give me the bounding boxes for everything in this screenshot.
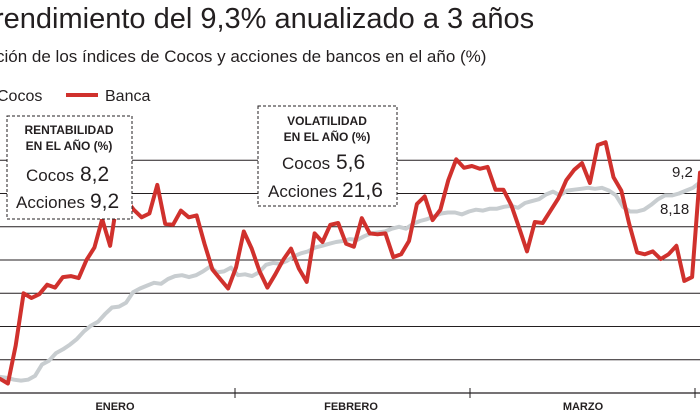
annotation-value-acciones: 21,6 <box>342 179 383 202</box>
annotation-label-cocos: Cocos <box>282 154 330 173</box>
annotation-box-rentabilidad: RENTABILIDAD EN EL AÑO (%) Cocos 8,2 Acc… <box>6 115 133 220</box>
x-axis-ticks <box>234 388 696 398</box>
chart-title: rendimiento del 9,3% anualizado a 3 años <box>0 3 535 35</box>
annotation-box-frame <box>6 115 133 220</box>
legend-label-banca: Banca <box>105 88 150 105</box>
annotation-title-line1: RENTABILIDAD <box>24 123 113 137</box>
legend: Cocos Banca <box>0 88 150 105</box>
chart-subtitle: ción de los índices de Cocos y acciones … <box>0 47 487 66</box>
x-tick-label-febrero: FEBRERO <box>324 401 378 413</box>
annotation-label-acciones: Acciones <box>268 182 337 201</box>
annotation-box-volatilidad: VOLATILIDAD EN EL AÑO (%) Cocos 5,6 Acci… <box>257 105 398 207</box>
annotation-value-cocos: 8,2 <box>80 163 109 186</box>
annotation-title-line2: EN EL AÑO (%) <box>284 129 371 144</box>
x-tick-label-enero: ENERO <box>95 401 135 413</box>
annotation-value-cocos: 5,6 <box>336 151 365 174</box>
x-tick-label-marzo: MARZO <box>563 401 604 413</box>
annotation-title-line2: EN EL AÑO (%) <box>26 138 113 153</box>
annotation-label-acciones: Acciones <box>16 193 85 212</box>
end-label-banca: 9,2 <box>672 164 693 181</box>
annotation-title-line1: VOLATILIDAD <box>287 114 367 128</box>
legend-label-cocos: Cocos <box>0 88 42 105</box>
annotation-box-frame <box>257 105 398 207</box>
series-line-cocos <box>0 180 700 383</box>
annotation-label-cocos: Cocos <box>26 166 74 185</box>
annotation-value-acciones: 9,2 <box>90 190 119 213</box>
end-label-cocos: 8,18 <box>660 201 689 218</box>
